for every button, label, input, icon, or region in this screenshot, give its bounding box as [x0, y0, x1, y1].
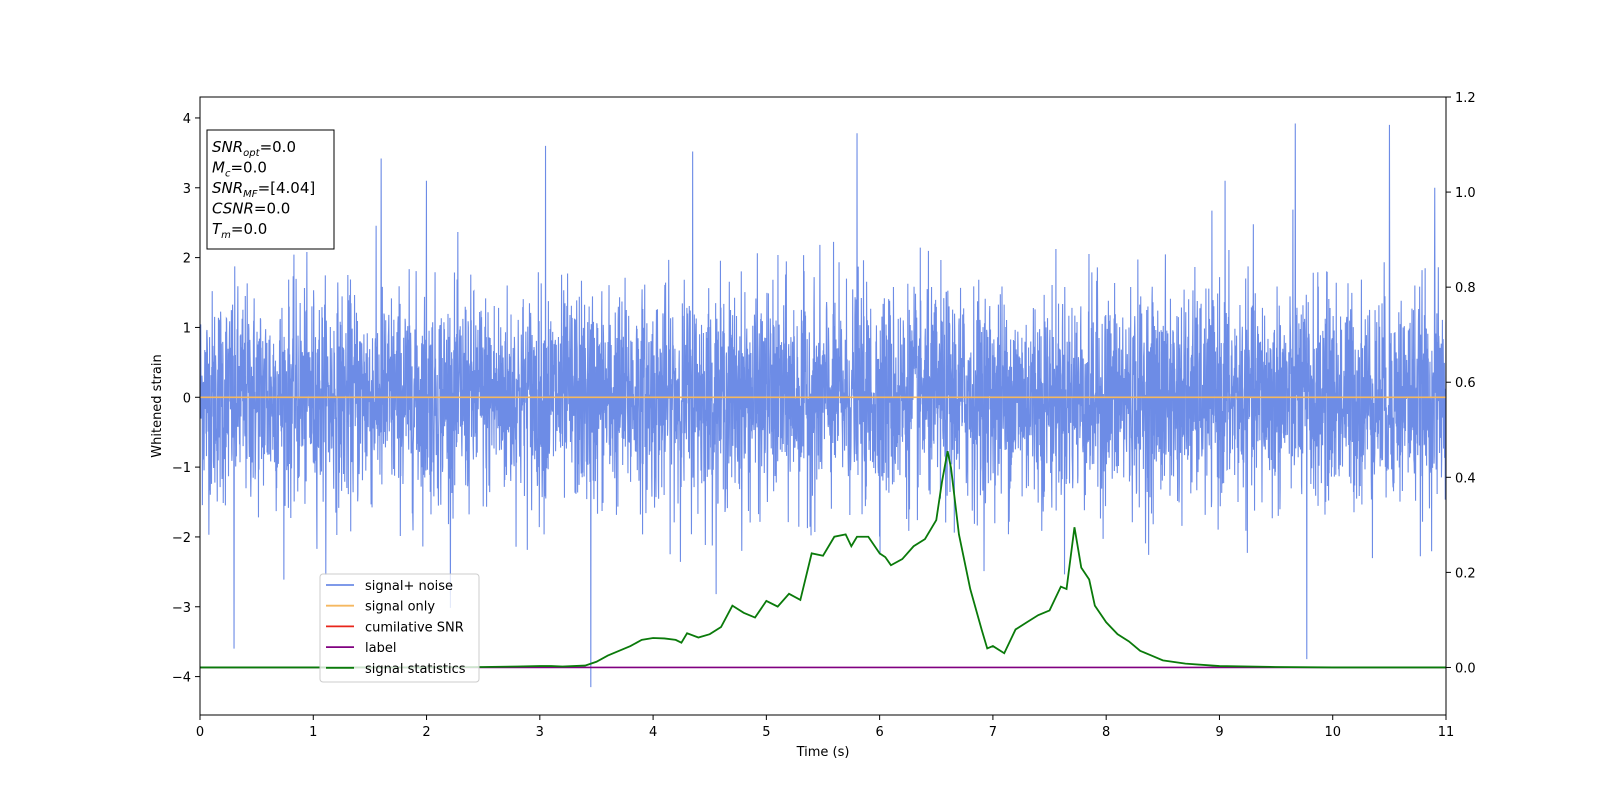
x-tick-label: 4	[649, 725, 657, 740]
info-symbol: SNR	[212, 179, 243, 197]
info-symbol: SNR	[212, 138, 243, 156]
y-left-tick-label: −2	[172, 531, 191, 546]
y-left-tick-label: 3	[183, 182, 191, 197]
info-box: SNRopt=0.0Mc=0.0SNRMF=[4.04]CSNR=0.0Tm=0…	[206, 129, 335, 250]
info-value: =0.0	[260, 138, 296, 156]
x-tick-label: 11	[1438, 725, 1455, 740]
y-right-tick-label: 1.2	[1455, 91, 1476, 106]
info-box-line: Mc=0.0	[212, 159, 267, 180]
signal-noise-line	[200, 123, 1446, 688]
legend-label-cumilative-snr: cumilative SNR	[365, 620, 464, 635]
info-subscript: m	[221, 230, 231, 241]
info-value: =0.0	[231, 220, 267, 238]
legend-label-signal-noise: signal+ noise	[365, 579, 453, 594]
info-subscript: c	[225, 169, 231, 180]
y-left-tick-label: 2	[183, 252, 191, 267]
y-left-tick-label: 4	[183, 112, 191, 127]
info-value: =0.0	[254, 200, 290, 218]
y-right-tick-label: 0.8	[1455, 281, 1476, 296]
x-axis-ticks: 0 1 2 3 4 5 6 7 8 9 10 11	[196, 715, 1454, 740]
y-axis-left-ticks: −4 −3 −2 −1 0 1 2 3 4	[172, 112, 200, 686]
x-tick-label: 3	[536, 725, 544, 740]
x-tick-label: 1	[309, 725, 317, 740]
info-symbol: M	[212, 159, 225, 177]
info-value: =[4.04]	[258, 179, 316, 197]
legend-label-signal-only: signal only	[365, 600, 435, 615]
legend-label-label: label	[365, 641, 396, 656]
series-line-signal-statistics	[200, 450, 1446, 669]
y-axis-label: Whitened strain	[150, 354, 165, 457]
info-box-line: CSNR=0.0	[212, 200, 290, 218]
info-symbol: CSNR	[212, 200, 254, 218]
legend-frame	[319, 573, 480, 683]
x-axis-label: Time (s)	[796, 745, 850, 760]
x-tick-label: 8	[1102, 725, 1110, 740]
y-right-tick-label: 0.4	[1455, 471, 1476, 486]
info-subscript: opt	[243, 148, 260, 159]
x-tick-label: 9	[1215, 725, 1223, 740]
x-tick-label: 5	[762, 725, 770, 740]
info-box-frame	[206, 129, 335, 250]
y-left-tick-label: 0	[183, 391, 191, 406]
y-axis-right-ticks: 0.0 0.2 0.4 0.6 0.8 1.0 1.2	[1446, 91, 1476, 676]
info-box-line: SNRMF=[4.04]	[212, 179, 315, 200]
x-tick-label: 6	[875, 725, 883, 740]
info-value: =0.0	[230, 159, 266, 177]
x-tick-label: 0	[196, 725, 204, 740]
y-left-tick-label: −3	[172, 601, 191, 616]
y-left-tick-label: 1	[183, 321, 191, 336]
legend-label-signal-statistics: signal statistics	[365, 662, 466, 677]
x-tick-label: 2	[422, 725, 430, 740]
x-tick-label: 7	[989, 725, 997, 740]
legend: signal+ noise signal only cumilative SNR la…	[319, 573, 480, 683]
info-box-line: Tm=0.0	[212, 220, 267, 241]
signal-noise-series	[200, 123, 1446, 688]
y-right-tick-label: 0.2	[1455, 566, 1476, 581]
x-tick-label: 10	[1324, 725, 1341, 740]
y-left-tick-label: −1	[172, 461, 191, 476]
y-right-tick-label: 1.0	[1455, 186, 1476, 201]
info-subscript: MF	[243, 189, 258, 200]
y-right-tick-label: 0.6	[1455, 376, 1476, 391]
info-symbol: T	[212, 220, 223, 238]
plot-frame	[199, 96, 1447, 716]
y-left-tick-label: −4	[172, 671, 191, 686]
info-box-line: SNRopt=0.0	[212, 138, 296, 159]
y-right-tick-label: 0.0	[1455, 661, 1476, 676]
